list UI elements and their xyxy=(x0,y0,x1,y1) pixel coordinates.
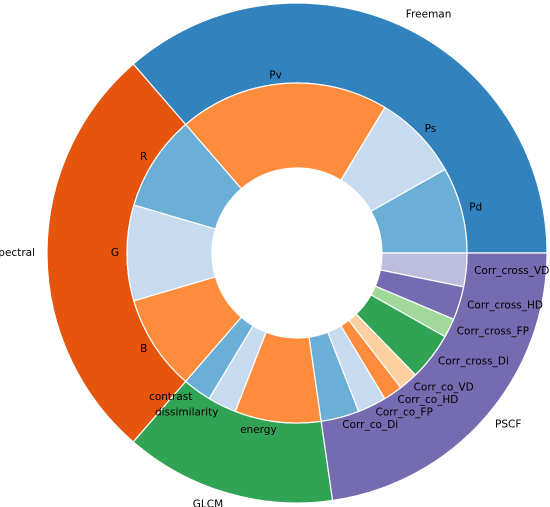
inner-label-corr-co-fp: Corr_co_FP xyxy=(376,407,433,419)
outer-label-spectral: Spectral xyxy=(0,247,35,259)
slice-labels: Freeman Spectral GLCM PSCF Pd Ps Pv R G Bcontrast… xyxy=(0,9,549,507)
inner-label-b: B xyxy=(140,343,147,355)
inner-label-g: G xyxy=(111,247,119,259)
inner-label-contrast: contrast xyxy=(149,391,192,403)
outer-label-glcm: GLCM xyxy=(193,498,223,507)
inner-label-pv: Pv xyxy=(269,70,282,82)
inner-label-energy: energy xyxy=(240,424,277,436)
inner-label-dissimilarity: dissimilarity xyxy=(155,407,219,419)
inner-label-corr-cross-hd: Corr_cross_HD xyxy=(467,300,543,312)
inner-label-corr-co-hd: Corr_co_HD xyxy=(398,394,459,406)
inner-slice-corr-cross-vd xyxy=(379,252,468,288)
inner-label-ps: Ps xyxy=(425,123,437,135)
outer-label-freeman: Freeman xyxy=(406,9,452,21)
inner-label-r: R xyxy=(140,151,147,163)
inner-label-corr-co-vd: Corr_co_VD xyxy=(414,382,474,394)
inner-slice-pv xyxy=(184,82,386,190)
inner-label-corr-cross-di: Corr_cross_Di xyxy=(438,356,509,368)
outer-label-pscf: PSCF xyxy=(495,419,521,431)
outer-ring xyxy=(46,2,548,504)
inner-ring xyxy=(126,82,468,424)
inner-label-corr-cross-vd: Corr_cross_VD xyxy=(474,265,549,277)
inner-label-corr-cross-fp: Corr_cross_FP xyxy=(457,326,529,338)
inner-label-corr-co-di: Corr_co_Di xyxy=(342,419,398,431)
inner-label-pd: Pd xyxy=(469,202,482,214)
